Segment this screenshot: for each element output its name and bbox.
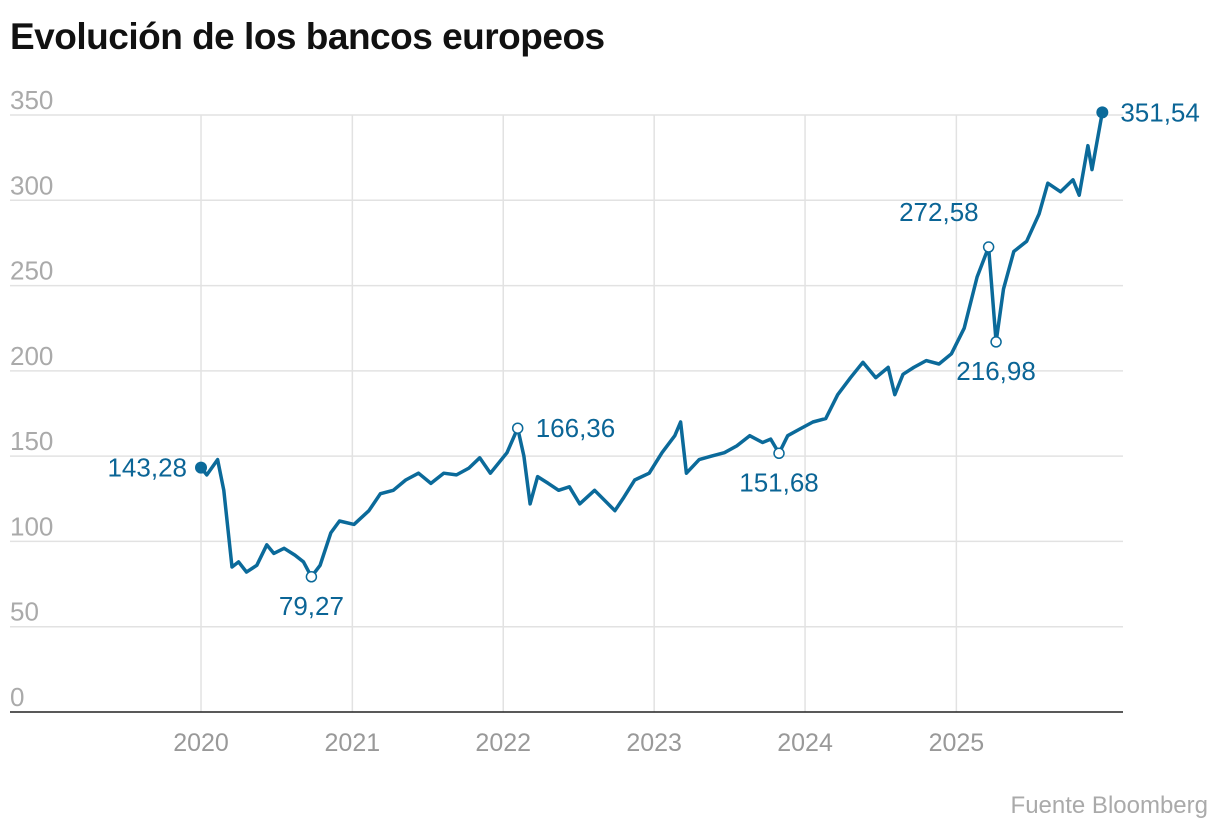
endpoint-marker [1096,106,1109,119]
extreme-marker [511,422,524,434]
y-tick-label: 50 [10,597,39,627]
y-tick-label: 100 [10,511,53,541]
y-tick-label: 350 [10,85,53,115]
x-tick-label: 2022 [475,729,531,757]
y-tick-label: 200 [10,341,53,371]
chart-title: Evolución de los bancos europeos [10,16,605,57]
endpoint-marker [195,461,208,474]
extreme-marker [990,336,1002,348]
data-label: 79,27 [279,591,344,621]
extreme-marker [773,447,785,460]
x-tick-label: 2021 [325,729,381,757]
x-tick-label: 2025 [929,729,985,757]
x-tick-label: 2020 [173,729,229,757]
data-label: 272,58 [899,197,979,227]
y-tick-label: 150 [10,426,53,456]
data-label: 166,36 [536,413,616,443]
y-tick-label: 300 [10,170,53,200]
data-label: 216,98 [956,356,1036,386]
y-tick-label: 0 [10,682,24,712]
data-label: 143,28 [107,453,187,483]
x-tick-label: 2023 [626,729,682,757]
extreme-marker [305,571,318,583]
y-tick-label: 250 [10,256,53,286]
data-label: 151,68 [739,467,819,497]
data-label: 351,54 [1120,97,1200,127]
extreme-marker [982,241,995,253]
x-tick-label: 2024 [777,729,833,757]
source-note: Fuente Bloomberg [1010,792,1208,819]
series-line [199,112,1105,579]
